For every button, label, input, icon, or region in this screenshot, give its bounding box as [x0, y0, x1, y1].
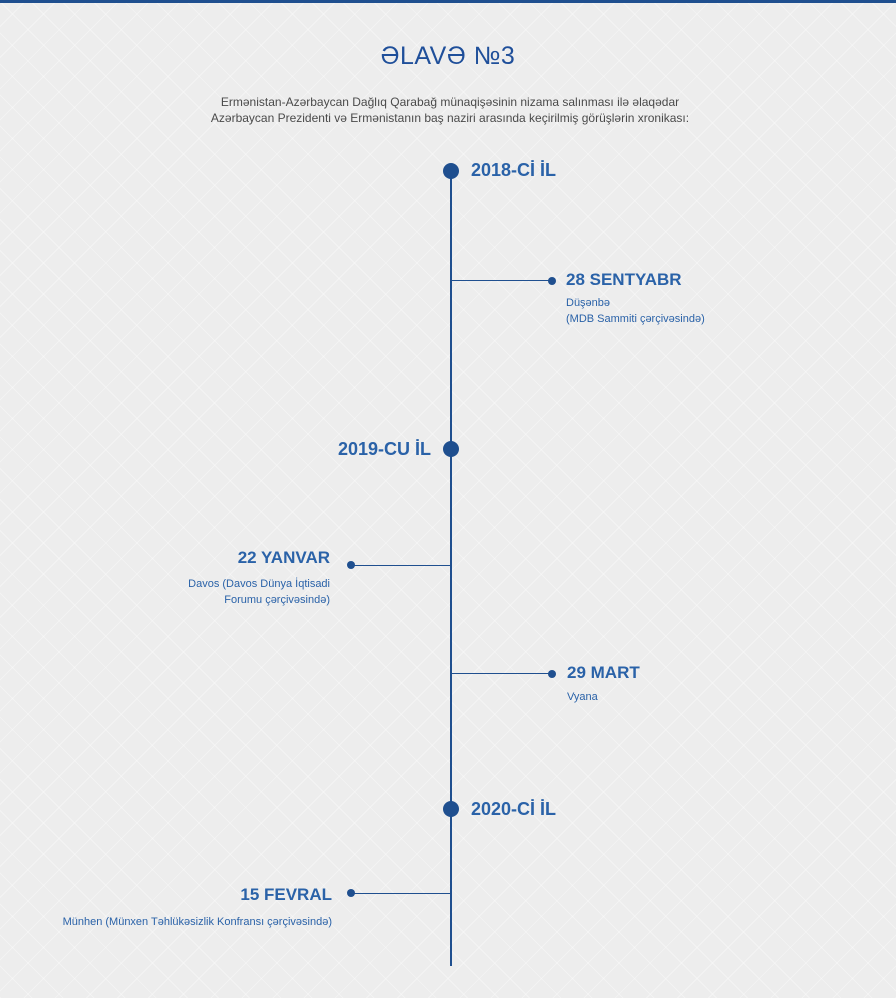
event-place: Münhen (Münxen Təhlükəsizlik Konfransı ç… [62, 916, 332, 928]
subtitle-line-1: Ermənistan-Azərbaycan Dağlıq Qarabağ mün… [220, 95, 680, 109]
event-description-29-mart: Vyana [567, 689, 598, 705]
year-label-2018: 2018-Cİ İL [471, 160, 557, 180]
year-label-2019: 2019-CU İL [337, 439, 431, 459]
event-description-22-yanvar: Davos (Davos Dünya İqtisadi Forumu çərçi… [130, 576, 330, 608]
event-place: Düşənbə [566, 297, 611, 309]
page-title: ƏLAVƏ №3 [380, 42, 516, 70]
page-subtitle: Ermənistan-Azərbaycan Dağlıq Qarabağ mün… [150, 94, 750, 126]
event-context: Forumu çərçivəsində) [224, 594, 330, 606]
year-marker-2020 [443, 801, 459, 817]
event-place: Davos (Davos Dünya İqtisadi [188, 578, 330, 590]
event-marker-22-yanvar [347, 561, 355, 569]
event-marker-15-fevral [347, 889, 355, 897]
year-marker-2019 [443, 441, 459, 457]
event-description-15-fevral: Münhen (Münxen Təhlükəsizlik Konfransı ç… [20, 914, 332, 930]
event-date-22-yanvar: 22 YANVAR [237, 548, 330, 567]
event-place: Vyana [567, 691, 598, 703]
event-marker-29-mart [548, 670, 556, 678]
event-connector-29-mart [452, 673, 552, 674]
event-marker-28-sentyabr [548, 277, 556, 285]
subtitle-line-2: Azərbaycan Prezidenti və Ermənistanın ba… [210, 111, 690, 125]
event-date-28-sentyabr: 28 SENTYABR [566, 270, 682, 289]
event-connector-15-fevral [352, 893, 451, 894]
timeline-axis [450, 170, 452, 966]
event-description-28-sentyabr: Düşənbə (MDB Sammiti çərçivəsində) [566, 295, 705, 327]
event-context: (MDB Sammiti çərçivəsində) [566, 313, 705, 325]
event-connector-22-yanvar [352, 565, 451, 566]
event-date-29-mart: 29 MART [567, 663, 640, 682]
event-connector-28-sentyabr [452, 280, 552, 281]
event-date-15-fevral: 15 FEVRAL [240, 885, 332, 904]
year-marker-2018 [443, 163, 459, 179]
year-label-2020: 2020-Cİ İL [471, 799, 557, 819]
top-accent-bar [0, 0, 896, 3]
